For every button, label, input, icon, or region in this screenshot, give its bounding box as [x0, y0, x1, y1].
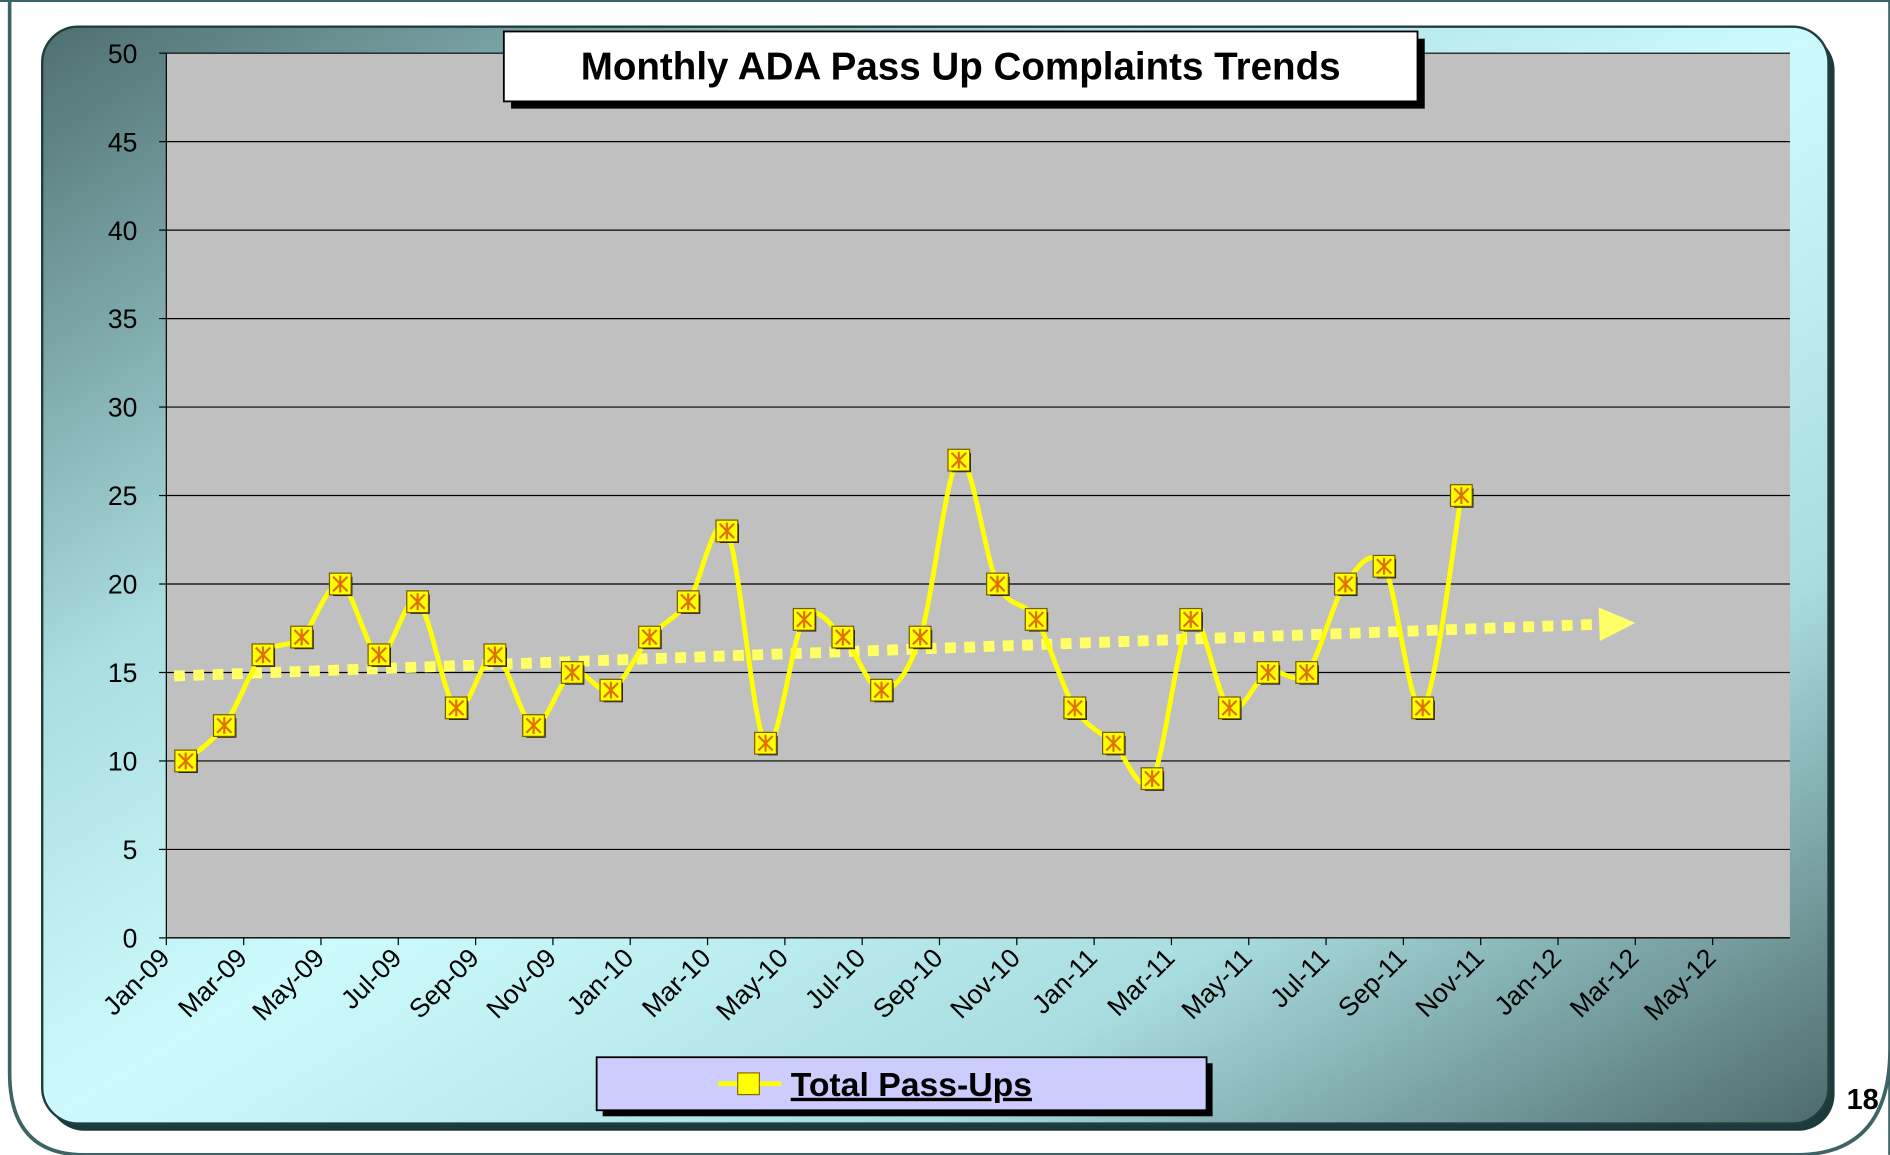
point [1449, 484, 1474, 508]
point [1063, 696, 1087, 720]
point-star [602, 681, 619, 699]
y-tick-label: 50 [108, 39, 137, 69]
point [870, 678, 894, 703]
point-star [370, 646, 387, 664]
point-star [254, 646, 271, 664]
y-tick-label: 35 [108, 304, 137, 334]
point [1101, 731, 1126, 756]
point-star [912, 628, 929, 646]
point [212, 714, 237, 738]
y-tick-label: 15 [108, 658, 137, 688]
y-tick-label: 20 [108, 570, 137, 600]
point [1024, 607, 1049, 632]
point-star [177, 752, 194, 770]
point-star [1260, 664, 1277, 681]
point [715, 519, 739, 543]
point [483, 643, 507, 667]
point-star [1298, 664, 1315, 681]
point-star [216, 717, 233, 735]
point [638, 625, 662, 650]
point-star [989, 575, 1006, 593]
point-star [486, 646, 503, 664]
point [831, 625, 855, 650]
point [599, 678, 623, 703]
y-tick-label: 45 [108, 127, 137, 157]
point-star [1105, 734, 1122, 752]
point [290, 625, 314, 650]
y-tick-label: 5 [123, 835, 138, 865]
trendline [173, 618, 1602, 682]
point-star [1337, 575, 1354, 593]
chart-title: Monthly ADA Pass Up Complaints Trends [581, 46, 1341, 89]
point-star [834, 628, 851, 646]
point [444, 696, 469, 720]
y-tick-label: 40 [108, 216, 137, 246]
point [1217, 696, 1242, 720]
point [251, 643, 276, 667]
point [908, 625, 933, 650]
point [367, 643, 392, 667]
point-star [332, 575, 349, 593]
point [986, 572, 1010, 597]
title-box [502, 30, 1419, 103]
point-star [1376, 557, 1393, 575]
point-star [796, 610, 813, 628]
point-star [1453, 487, 1470, 504]
point [560, 661, 585, 685]
y-tick-label: 0 [123, 924, 138, 954]
point-star [873, 681, 890, 699]
point-star [1066, 699, 1083, 717]
trend-arrow [1598, 607, 1636, 642]
y-tick-label: 30 [108, 393, 137, 423]
point [1179, 607, 1203, 632]
point [328, 572, 353, 597]
point [1256, 661, 1281, 685]
legend-box [595, 1056, 1208, 1112]
point-star [680, 593, 697, 611]
point-star [641, 628, 658, 646]
point-star [718, 522, 735, 540]
point-star [950, 451, 967, 469]
point [1140, 767, 1165, 791]
point-star [525, 717, 542, 735]
point-star [1028, 610, 1045, 628]
page-number: 18 [1847, 1084, 1879, 1116]
point [1295, 661, 1319, 685]
point [406, 590, 430, 614]
point [792, 607, 817, 632]
point-star [757, 734, 774, 752]
point-star [1221, 699, 1238, 717]
point-star [1144, 770, 1161, 788]
point-star [448, 699, 465, 717]
point [754, 731, 778, 756]
point [947, 448, 971, 473]
point [522, 714, 546, 738]
legend-marker [737, 1072, 760, 1096]
point [174, 749, 198, 774]
point [1411, 696, 1435, 720]
point-star [1414, 699, 1431, 717]
point [1372, 554, 1397, 579]
point-star [1182, 610, 1199, 628]
y-tick-label: 10 [108, 747, 137, 777]
point-star [564, 664, 581, 681]
point-star [409, 593, 426, 611]
y-tick-label: 25 [108, 481, 137, 511]
point-star [293, 628, 310, 646]
legend-label: Total Pass-Ups [791, 1066, 1032, 1104]
point [1333, 572, 1358, 597]
point [676, 590, 701, 614]
